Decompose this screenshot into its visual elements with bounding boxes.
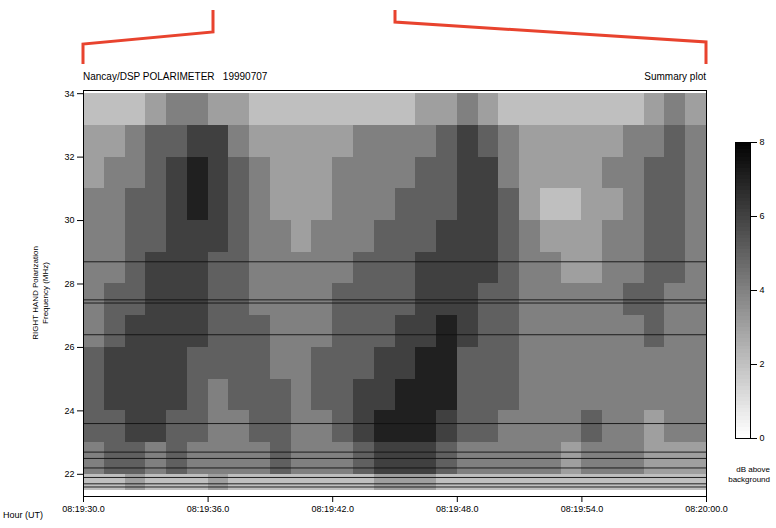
svg-text:0: 0 <box>760 433 765 443</box>
svg-text:8: 8 <box>760 137 765 147</box>
svg-text:08:19:54.0: 08:19:54.0 <box>561 504 604 514</box>
svg-text:22: 22 <box>64 469 74 479</box>
svg-text:28: 28 <box>64 279 74 289</box>
svg-text:08:19:30.0: 08:19:30.0 <box>62 504 105 514</box>
svg-text:30: 30 <box>64 215 74 225</box>
svg-text:34: 34 <box>64 89 74 99</box>
svg-text:24: 24 <box>64 406 74 416</box>
svg-text:Frequency (MHz): Frequency (MHz) <box>41 262 50 324</box>
svg-text:background: background <box>728 475 770 484</box>
svg-text:2: 2 <box>760 359 765 369</box>
svg-text:Hour (UT): Hour (UT) <box>3 510 43 520</box>
svg-text:08:19:36.0: 08:19:36.0 <box>187 504 230 514</box>
svg-text:dB above: dB above <box>736 465 770 474</box>
svg-text:32: 32 <box>64 152 74 162</box>
svg-text:26: 26 <box>64 342 74 352</box>
svg-text:08:20:00.0: 08:20:00.0 <box>685 504 728 514</box>
svg-text:08:19:42.0: 08:19:42.0 <box>311 504 354 514</box>
svg-text:4: 4 <box>760 285 765 295</box>
svg-text:Nancay/DSP POLARIMETER 19990: Nancay/DSP POLARIMETER 19990707 <box>83 71 268 82</box>
svg-text:08:19:48.0: 08:19:48.0 <box>436 504 479 514</box>
svg-text:6: 6 <box>760 211 765 221</box>
svg-text:RIGHT HAND Polarization: RIGHT HAND Polarization <box>31 246 40 340</box>
svg-text:Summary plot: Summary plot <box>644 71 706 82</box>
